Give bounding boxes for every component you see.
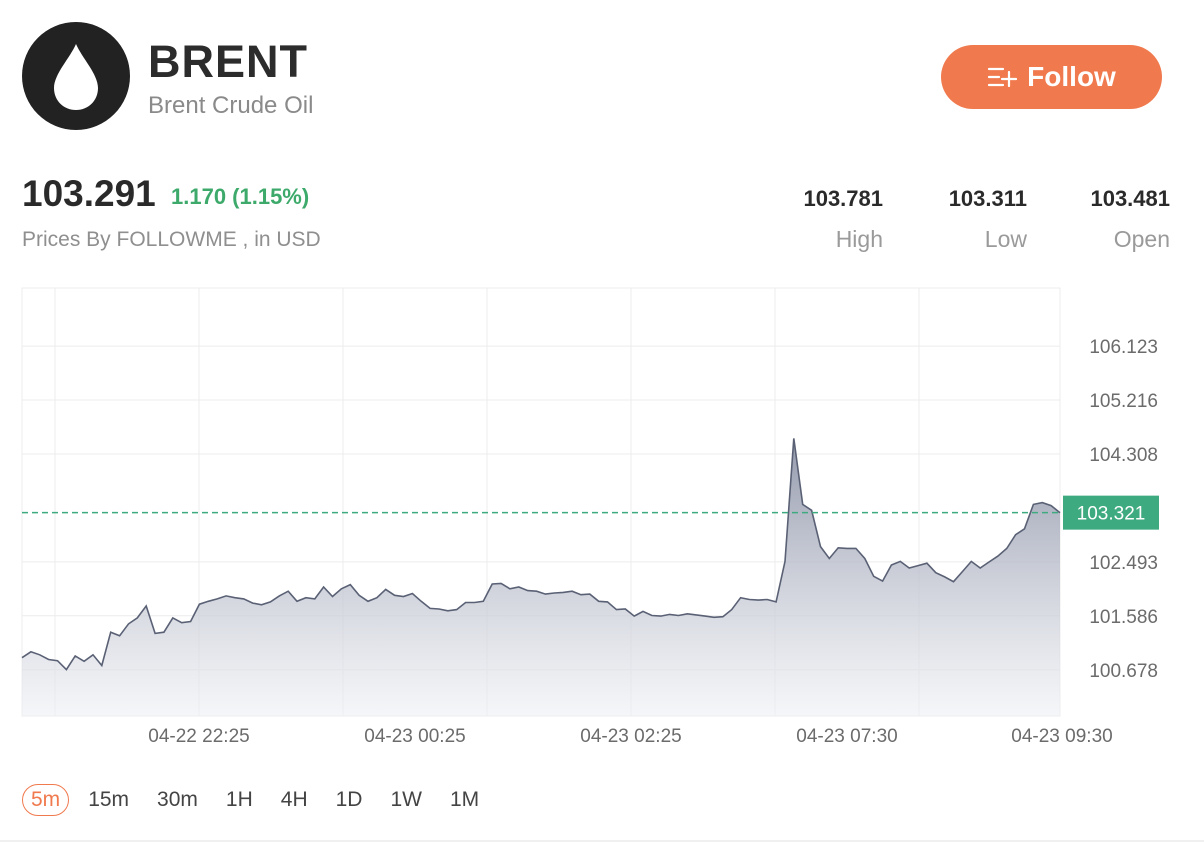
x-tick-label: 04-23 09:30: [1011, 726, 1112, 747]
stat-high-value: 103.781: [803, 186, 883, 211]
stat-low-label: Low: [984, 226, 1027, 252]
y-tick-label: 104.308: [1089, 445, 1158, 466]
x-tick-label: 04-23 00:25: [364, 726, 465, 747]
price-area: [22, 438, 1060, 716]
follow-button-label: Follow: [1027, 61, 1116, 92]
timeframe-1d[interactable]: 1D: [335, 788, 363, 811]
instrument-header: BRENT Brent Crude Oil Follow: [22, 22, 1182, 134]
stat-low-value: 103.311: [948, 186, 1027, 211]
timeframe-1h[interactable]: 1H: [225, 788, 253, 811]
y-tick-label: 101.586: [1089, 607, 1158, 628]
timeframe-15m[interactable]: 15m: [88, 788, 130, 811]
price-line: [21, 438, 1061, 671]
stat-open: 103.481 Open: [1030, 186, 1170, 253]
current-price: 103.291: [22, 173, 156, 214]
y-tick-label: 105.216: [1089, 391, 1158, 412]
x-tick-label: 04-22 22:25: [148, 726, 249, 747]
y-tick-label: 100.678: [1089, 661, 1158, 682]
y-tick-label: 106.123: [1089, 337, 1158, 358]
price-change: 1.170 (1.15%): [171, 184, 310, 209]
oil-drop-icon: [54, 44, 98, 110]
stat-high-label: High: [835, 226, 883, 252]
instrument-logo: [22, 22, 130, 130]
stat-high: 103.781 High: [743, 186, 883, 253]
x-tick-label: 04-23 02:25: [580, 726, 681, 747]
timeframe-5m[interactable]: 5m: [22, 784, 70, 816]
add-list-icon: [988, 67, 1018, 88]
price-chart[interactable]: 106.123 105.216 104.308 102.493 101.586 100.6…: [0, 280, 1204, 760]
stat-open-label: Open: [1113, 226, 1170, 252]
y-tick-label: 102.493: [1089, 553, 1158, 574]
timeframe-30m[interactable]: 30m: [157, 788, 198, 811]
instrument-name: Brent Crude Oil: [148, 92, 314, 119]
x-tick-label: 04-23 07:30: [796, 726, 897, 747]
follow-button[interactable]: Follow: [941, 45, 1162, 109]
instrument-symbol: BRENT: [148, 36, 308, 87]
current-price-label: 103.321: [1077, 504, 1146, 525]
current-price-badge: [1063, 495, 1159, 530]
timeframe-1w[interactable]: 1W: [390, 788, 422, 811]
divider: [0, 840, 1204, 842]
timeframe-4h[interactable]: 4H: [280, 788, 308, 811]
stat-open-value: 103.481: [1090, 186, 1170, 211]
timeframe-1m[interactable]: 1M: [449, 788, 480, 811]
timeframe-selector: 5m 15m 30m 1H 4H 1D 1W 1M: [22, 784, 498, 816]
price-source: Prices By FOLLOWME , in USD: [22, 228, 321, 251]
stat-low: 103.311 Low: [887, 186, 1027, 253]
